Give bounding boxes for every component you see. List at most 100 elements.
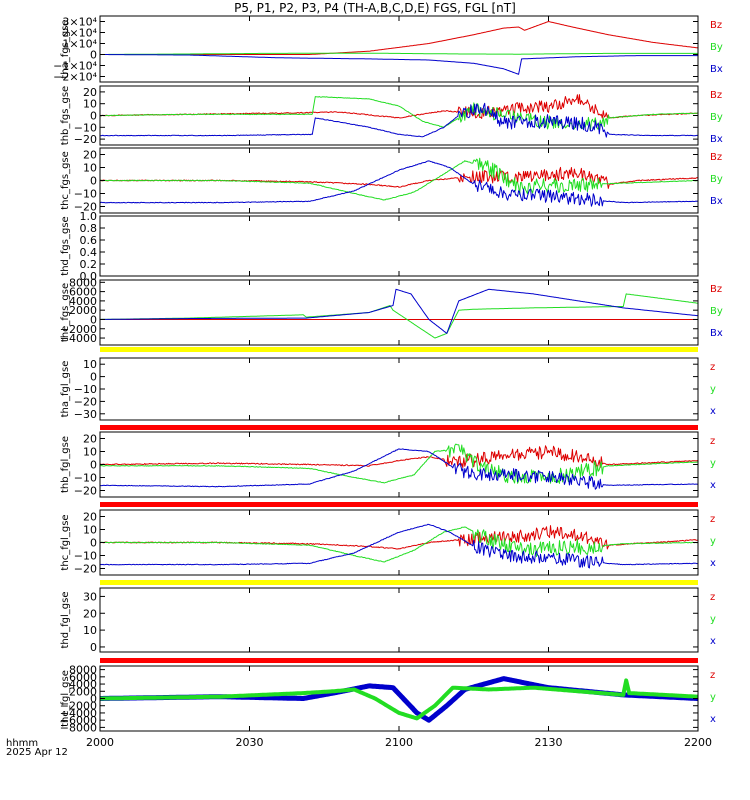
series-line-x <box>100 448 698 490</box>
series-line-Bx <box>100 288 698 334</box>
y-tick-label: 0 <box>90 110 97 123</box>
y-tick-label: −2000 <box>60 700 97 713</box>
legend-y: y <box>710 614 716 625</box>
panel-frame <box>99 215 699 277</box>
legend-Bx: Bx <box>710 134 723 145</box>
series-line-By <box>100 52 698 55</box>
legend-z: z <box>710 514 715 525</box>
legend-Bx: Bx <box>710 196 723 207</box>
legend-x: x <box>710 636 716 647</box>
legend-x: x <box>710 558 716 569</box>
series-line-By <box>100 293 698 339</box>
legend-By: By <box>710 306 723 317</box>
legend-Bz: Bz <box>710 20 722 31</box>
y-tick-label: −4000 <box>60 332 97 345</box>
series-line-y <box>100 678 698 721</box>
y-tick-label: 4000 <box>69 295 97 308</box>
y-tick-label: 20 <box>83 149 97 162</box>
y-axis-label: thd_fgl_gse <box>60 592 71 649</box>
x-tick-label: 2030 <box>236 736 264 749</box>
y-tick-label: −1×10⁴ <box>53 60 97 73</box>
y-tick-label: −2×10⁴ <box>53 71 97 84</box>
legend-By: By <box>710 174 723 185</box>
series-line-y <box>100 526 698 563</box>
panel-thd-fgs-gse: 1.00.80.60.40.20.0 thd_fgs_gse <box>60 210 699 283</box>
y-tick-label: 0.4 <box>80 246 98 259</box>
y-tick-label: −10 <box>74 188 97 201</box>
x-tick-label: 2100 <box>385 736 413 749</box>
legend-Bz: Bz <box>710 152 722 163</box>
y-tick-label: 10 <box>83 524 97 537</box>
legend-z: z <box>710 670 715 681</box>
y-axis-label: the_fgs_gse <box>60 283 71 342</box>
y-tick-label: 0.2 <box>80 258 98 271</box>
legend-y: y <box>710 692 716 703</box>
legend-x: x <box>710 406 716 417</box>
y-axis-label: thd_fgs_gse <box>60 216 71 275</box>
y-tick-label: −8000 <box>60 721 97 734</box>
y-tick-label: 2000 <box>69 685 97 698</box>
y-tick-label: 8000 <box>69 664 97 677</box>
panel-the-fgl-gse: 80006000400020000−2000−4000−6000−8000the… <box>60 658 716 734</box>
y-tick-label: 6000 <box>69 286 97 299</box>
y-tick-label: 0 <box>90 459 97 472</box>
y-tick-label: −10 <box>74 121 97 134</box>
y-tick-label: 0.6 <box>80 234 98 247</box>
y-tick-label: 10 <box>83 98 97 111</box>
status-bar <box>100 580 698 585</box>
y-tick-label: 10 <box>83 358 97 371</box>
y-tick-label: 30 <box>83 590 97 603</box>
y-tick-label: 10 <box>83 162 97 175</box>
y-tick-label: −2000 <box>60 323 97 336</box>
series-line-x <box>100 523 698 569</box>
y-tick-label: 0 <box>90 313 97 326</box>
y-axis-label: thb_fgs_gse <box>60 86 71 145</box>
panel-frame <box>99 357 699 421</box>
series-line-Bx <box>100 54 698 75</box>
y-tick-label: 0 <box>90 175 97 188</box>
legend-Bz: Bz <box>710 90 722 101</box>
y-tick-label: 4000 <box>69 678 97 691</box>
series-line-Bz <box>100 21 698 55</box>
y-tick-label: −10 <box>74 550 97 563</box>
x-tick-label: 2130 <box>535 736 563 749</box>
y-tick-label: −6000 <box>60 714 97 727</box>
legend-By: By <box>710 42 723 53</box>
y-tick-label: 2000 <box>69 304 97 317</box>
status-bar <box>100 658 698 663</box>
series-line-By <box>100 96 698 132</box>
series-line-y <box>100 443 698 484</box>
y-tick-label: 20 <box>83 511 97 524</box>
legend-y: y <box>710 458 716 469</box>
y-tick-label: −20 <box>74 563 97 576</box>
y-tick-label: 8000 <box>69 276 97 289</box>
y-tick-label: −4000 <box>60 707 97 720</box>
legend-y: y <box>710 384 716 395</box>
y-tick-label: 3×10⁴ <box>62 16 97 29</box>
y-axis-label: tha_fgs_gse <box>60 19 71 78</box>
y-tick-label: 0 <box>90 537 97 550</box>
legend-Bz: Bz <box>710 284 722 295</box>
y-tick-label: 0.0 <box>80 270 98 283</box>
status-bar <box>100 347 698 352</box>
plot-title: P5, P1, P2, P3, P4 (TH-A,B,C,D,E) FGS, F… <box>234 1 516 15</box>
legend-By: By <box>710 112 723 123</box>
x-tick-label: 2200 <box>684 736 712 749</box>
date-label: 2025 Apr 12 <box>6 747 68 758</box>
y-tick-label: 0 <box>90 371 97 384</box>
y-tick-label: 0 <box>90 693 97 706</box>
series-line-Bx <box>100 160 698 207</box>
panel-frame <box>99 15 699 83</box>
legend-x: x <box>710 480 716 491</box>
legend-z: z <box>710 362 715 373</box>
y-tick-label: −20 <box>74 201 97 214</box>
y-tick-label: 1×10⁴ <box>62 38 97 51</box>
